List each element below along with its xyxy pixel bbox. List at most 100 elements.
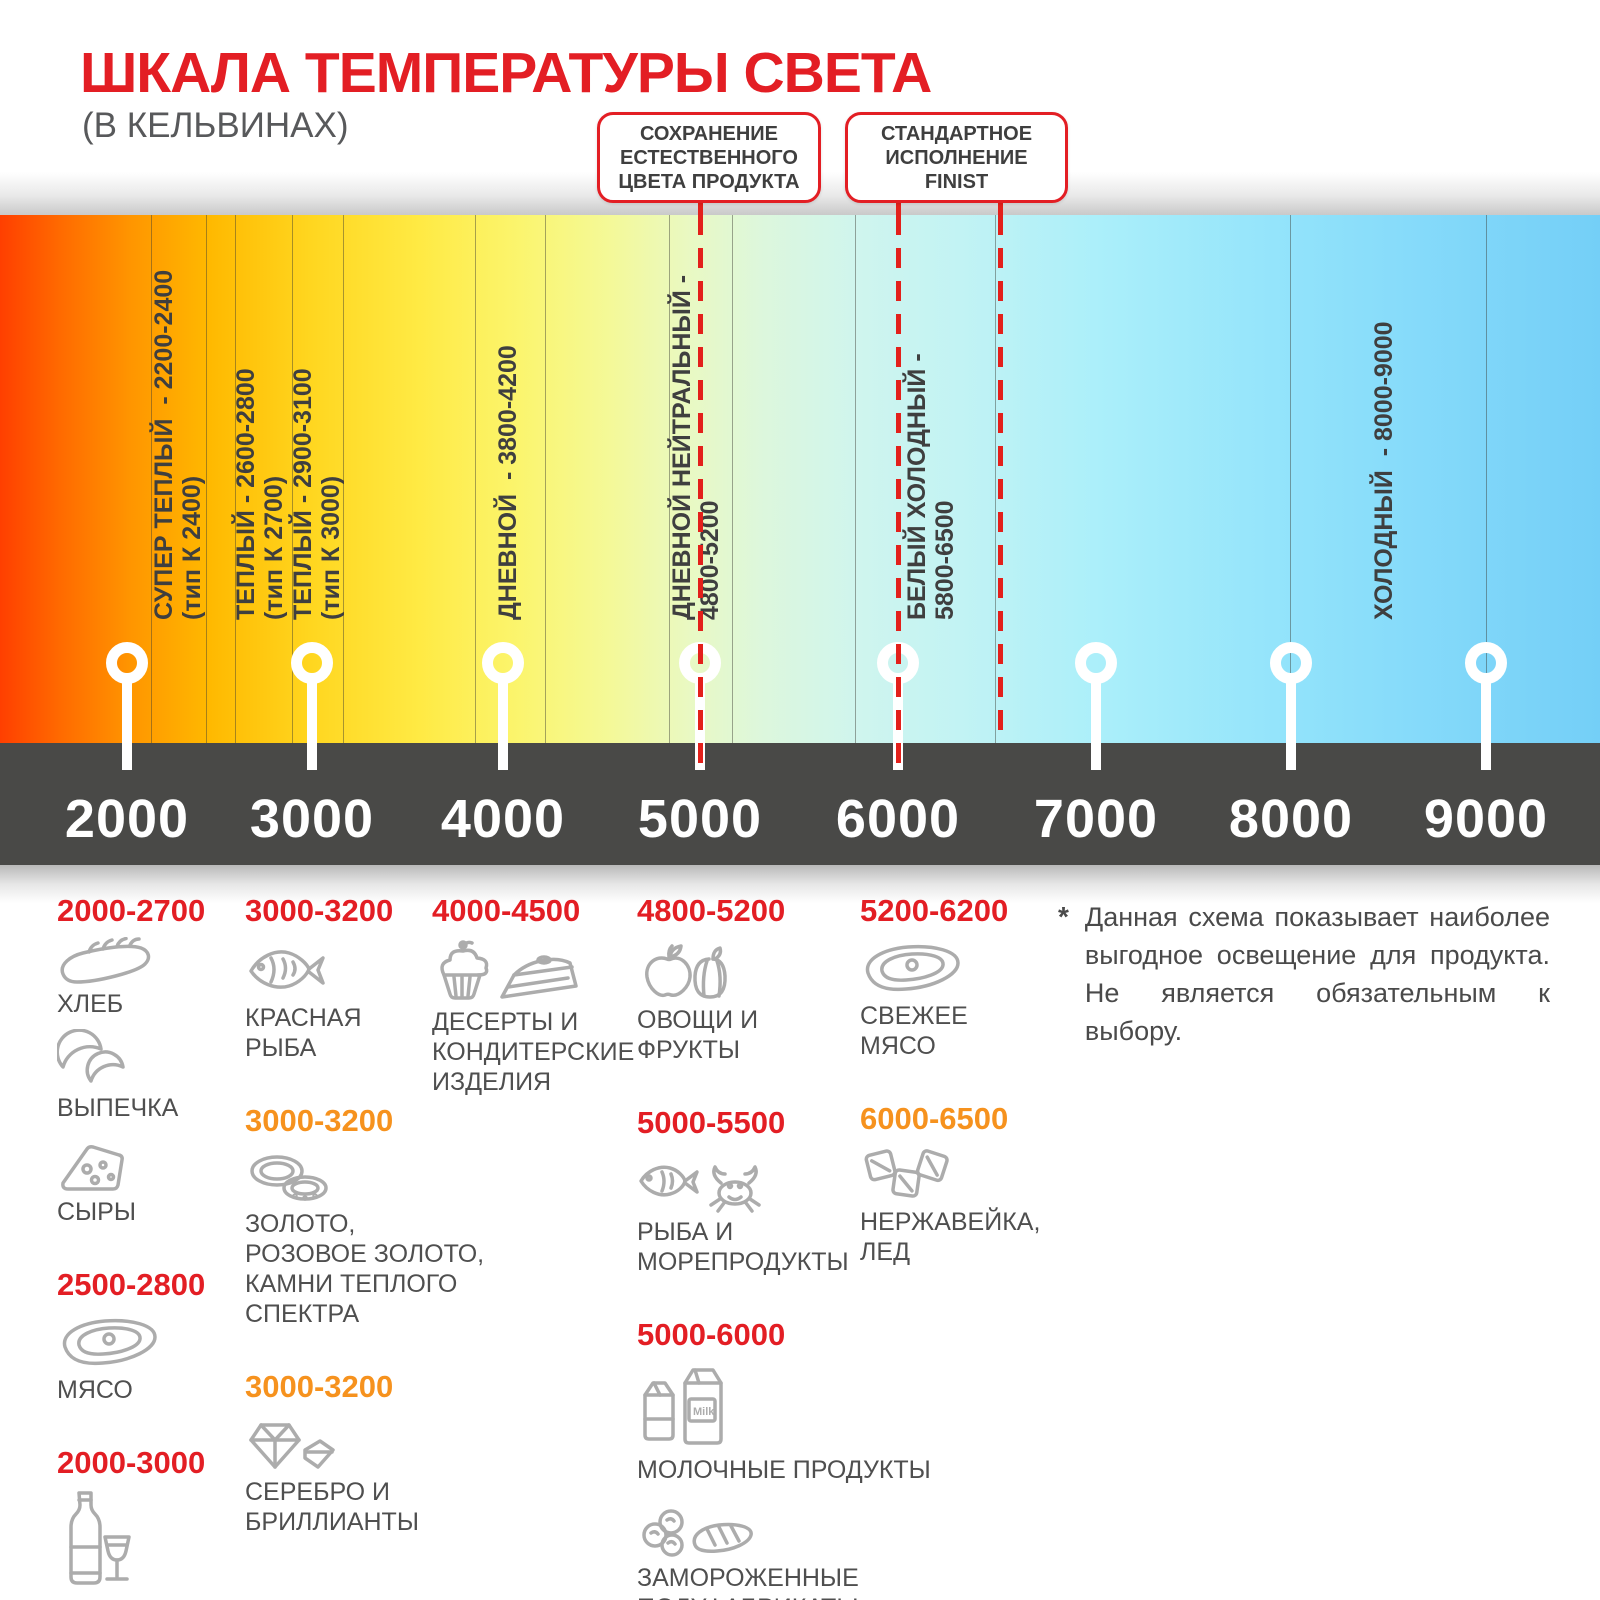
scale-band-name: БЕЛЫЙ ХОЛОДНЫЙ - — [903, 353, 931, 620]
zone-separator-line — [343, 215, 344, 743]
legend-range-red: 5200-6200 — [860, 893, 1009, 928]
legend-product: ЗОЛОТО, РОЗОВОЕ ЗОЛОТО, КАМНИ ТЕПЛОГО СП… — [245, 1147, 485, 1329]
legend-product-label: СЫРЫ — [57, 1198, 136, 1226]
scale-band-label: ТЕПЛЫЙ - 2600-2800 (тип К 2700) — [232, 368, 288, 620]
milk-icon: Milk — [643, 1368, 723, 1445]
legend-range-red: 4800-5200 — [637, 893, 786, 928]
axis-tick-label: 3000 — [249, 789, 375, 849]
legend-product: СЕРЕБРО И БРИЛЛИАНТЫ — [245, 1413, 485, 1537]
callout-natural-color: СОХРАНЕНИЕ ЕСТЕСТВЕННОГО ЦВЕТА ПРОДУКТА — [597, 112, 821, 203]
zone-separator-line — [206, 215, 207, 743]
bread-icon — [60, 937, 151, 984]
legend-product: КРАСНАЯ РЫБА — [245, 937, 485, 1063]
zone-separator-line — [669, 215, 670, 743]
scale-band-label: СУПЕР ТЕПЛЫЙ - 2200-2400 (тип К 2400) — [150, 270, 206, 620]
callout-natural-color-text: СОХРАНЕНИЕ ЕСТЕСТВЕННОГО ЦВЕТА ПРОДУКТА — [618, 122, 800, 193]
footnote-asterisk: * — [1058, 901, 1069, 932]
axis-tick-label: 8000 — [1228, 789, 1354, 849]
legend-product-label: КРАСНАЯ РЫБА — [245, 1004, 362, 1062]
scale-pin-ring — [1075, 642, 1117, 684]
zone-separator-line — [1290, 215, 1291, 743]
axis-tick-label: 5000 — [637, 789, 763, 849]
legend-product: ХЛЕБ — [57, 937, 242, 1019]
legend-product-label: ХЛЕБ — [57, 990, 124, 1018]
axis-tick-label: 2000 — [64, 789, 190, 849]
callout-pointer-line — [698, 197, 703, 216]
zone-separator-line — [545, 215, 546, 743]
scale-pin-ring — [291, 642, 333, 684]
legend-product-label: ВЫПЕЧКА — [57, 1094, 179, 1122]
axis-tick-label: 6000 — [835, 789, 961, 849]
scale-pin-stem — [1481, 682, 1491, 770]
legend-column: 4800-5200 ОВОЩИ И ФРУКТЫ 5000-5500 РЫБА И… — [637, 893, 937, 1600]
legend-range-red: 4000-4500 — [432, 893, 581, 928]
legend-product-label: РЫБА И МОРЕПРОДУКТЫ — [637, 1218, 849, 1276]
scale-band-name: ДНЕВНОЙ НЕЙТРАЛЬНЫЙ - — [668, 274, 696, 620]
scale-band-name: СУПЕР ТЕПЛЫЙ - 2200-2400 — [150, 269, 178, 620]
band-bottom-shadow — [0, 865, 1600, 903]
legend-column: 5200-6200 СВЕЖЕЕ МЯСО 6000-6500 НЕРЖАВЕЙК… — [860, 893, 1075, 1277]
zone-separator-line — [475, 215, 476, 743]
scale-band-range: (тип К 2700) — [260, 475, 288, 620]
seafood-icon — [639, 1165, 761, 1213]
legend-column: 2000-2700 ХЛЕБ ВЫПЕЧКА СЫРЫ 2500-2800 МЯС… — [57, 893, 242, 1600]
legend-product: ЗАМОРОЖЕННЫЕ ПОЛУФАБРИКАТЫ — [637, 1495, 937, 1600]
legend-range-red: 5000-6000 — [637, 1317, 786, 1352]
legend-product-label: МОЛОЧНЫЕ ПРОДУКТЫ — [637, 1456, 931, 1484]
legend-range-orange: 6000-6500 — [860, 1101, 1009, 1136]
scale-band-name: ТЕПЛЫЙ - 2900-3100 — [289, 368, 317, 620]
dashed-marker-line-5000 — [698, 215, 703, 772]
page-title: ШКАЛА ТЕМПЕРАТУРЫ СВЕТА — [80, 41, 932, 105]
zone-separator-line — [1486, 215, 1487, 743]
legend-column: 3000-3200 КРАСНАЯ РЫБА 3000-3200 ЗОЛОТО, … — [245, 893, 485, 1547]
dashed-marker-line-6000 — [896, 215, 901, 772]
legend-range-orange: 3000-3200 — [245, 1103, 394, 1138]
scale-band-range: (тип К 3000) — [317, 475, 345, 620]
legend-range-red: 2000-3000 — [57, 1445, 206, 1480]
scale-pin-stem — [1286, 682, 1296, 770]
legend-product: РЫБА И МОРЕПРОДУКТЫ — [637, 1149, 937, 1277]
axis-tick-label: 7000 — [1033, 789, 1159, 849]
legend-product-label: ЗОЛОТО, РОЗОВОЕ ЗОЛОТО, КАМНИ ТЕПЛОГО СП… — [245, 1210, 485, 1328]
dashed-marker-line-6500 — [998, 215, 1003, 743]
scale-band-range: (тип К 2400) — [178, 475, 206, 620]
legend-product: ДЕСЕРТЫ И КОНДИТЕРСКИЕ ИЗДЕЛИЯ — [432, 937, 647, 1097]
scale-pin-stem — [122, 682, 132, 770]
page-subtitle: (В КЕЛЬВИНАХ) — [82, 106, 349, 145]
legend-product: АКОГОЛЬ — [57, 1489, 242, 1600]
scale-pin-ring — [482, 642, 524, 684]
scale-pin-stem — [1091, 682, 1101, 770]
legend-product-label: ДЕСЕРТЫ И КОНДИТЕРСКИЕ ИЗДЕЛИЯ — [432, 1008, 635, 1096]
scale-band-label: ДНЕВНОЙ НЕЙТРАЛЬНЫЙ -4800-5200 — [668, 275, 724, 620]
cheese-icon — [61, 1145, 124, 1191]
zone-separator-line — [235, 215, 236, 743]
legend-product: ОВОЩИ И ФРУКТЫ — [637, 937, 937, 1065]
legend-product-label: СЕРЕБРО И БРИЛЛИАНТЫ — [245, 1478, 419, 1536]
svg-text:Milk: Milk — [693, 1406, 715, 1418]
callout-pointer-line — [896, 197, 901, 216]
legend-product: ВЫПЕЧКА — [57, 1029, 242, 1123]
ice-icon — [864, 1149, 949, 1198]
temperature-gradient-band — [0, 215, 1600, 743]
footnote: * Данная схема показывает наиболее выгод… — [1058, 898, 1550, 1050]
axis-band — [0, 743, 1600, 865]
axis-tick-label: 9000 — [1423, 789, 1549, 849]
legend-product-label: СВЕЖЕЕ МЯСО — [860, 1002, 968, 1060]
legend-product-label: НЕРЖАВЕЙКА, ЛЕД — [860, 1208, 1041, 1266]
scale-band-name: ТЕПЛЫЙ - 2600-2800 — [232, 368, 260, 620]
axis-tick-label: 4000 — [440, 789, 566, 849]
scale-pin-stem — [498, 682, 508, 770]
diamond-icon — [249, 1423, 335, 1469]
scale-band-label: ТЕПЛЫЙ - 2900-3100 (тип К 3000) — [289, 368, 345, 620]
legend-column: 4000-4500 ДЕСЕРТЫ И КОНДИТЕРСКИЕ ИЗДЕЛИЯ — [432, 893, 647, 1107]
scale-band-range: 5800-6500 — [931, 500, 959, 620]
legend-product: Milk МОЛОЧНЫЕ ПРОДУКТЫ — [637, 1361, 937, 1485]
legend-product: МЯСО — [57, 1311, 242, 1405]
rings-icon — [250, 1155, 328, 1201]
legend-product-label: ОВОЩИ И ФРУКТЫ — [637, 1006, 759, 1064]
steak-icon — [865, 944, 960, 992]
scale-band-name: ДНЕВНОЙ - 3800-4200 — [494, 345, 522, 620]
croissant-icon — [57, 1029, 125, 1083]
scale-band-label: ДНЕВНОЙ - 3800-4200 — [494, 345, 522, 620]
